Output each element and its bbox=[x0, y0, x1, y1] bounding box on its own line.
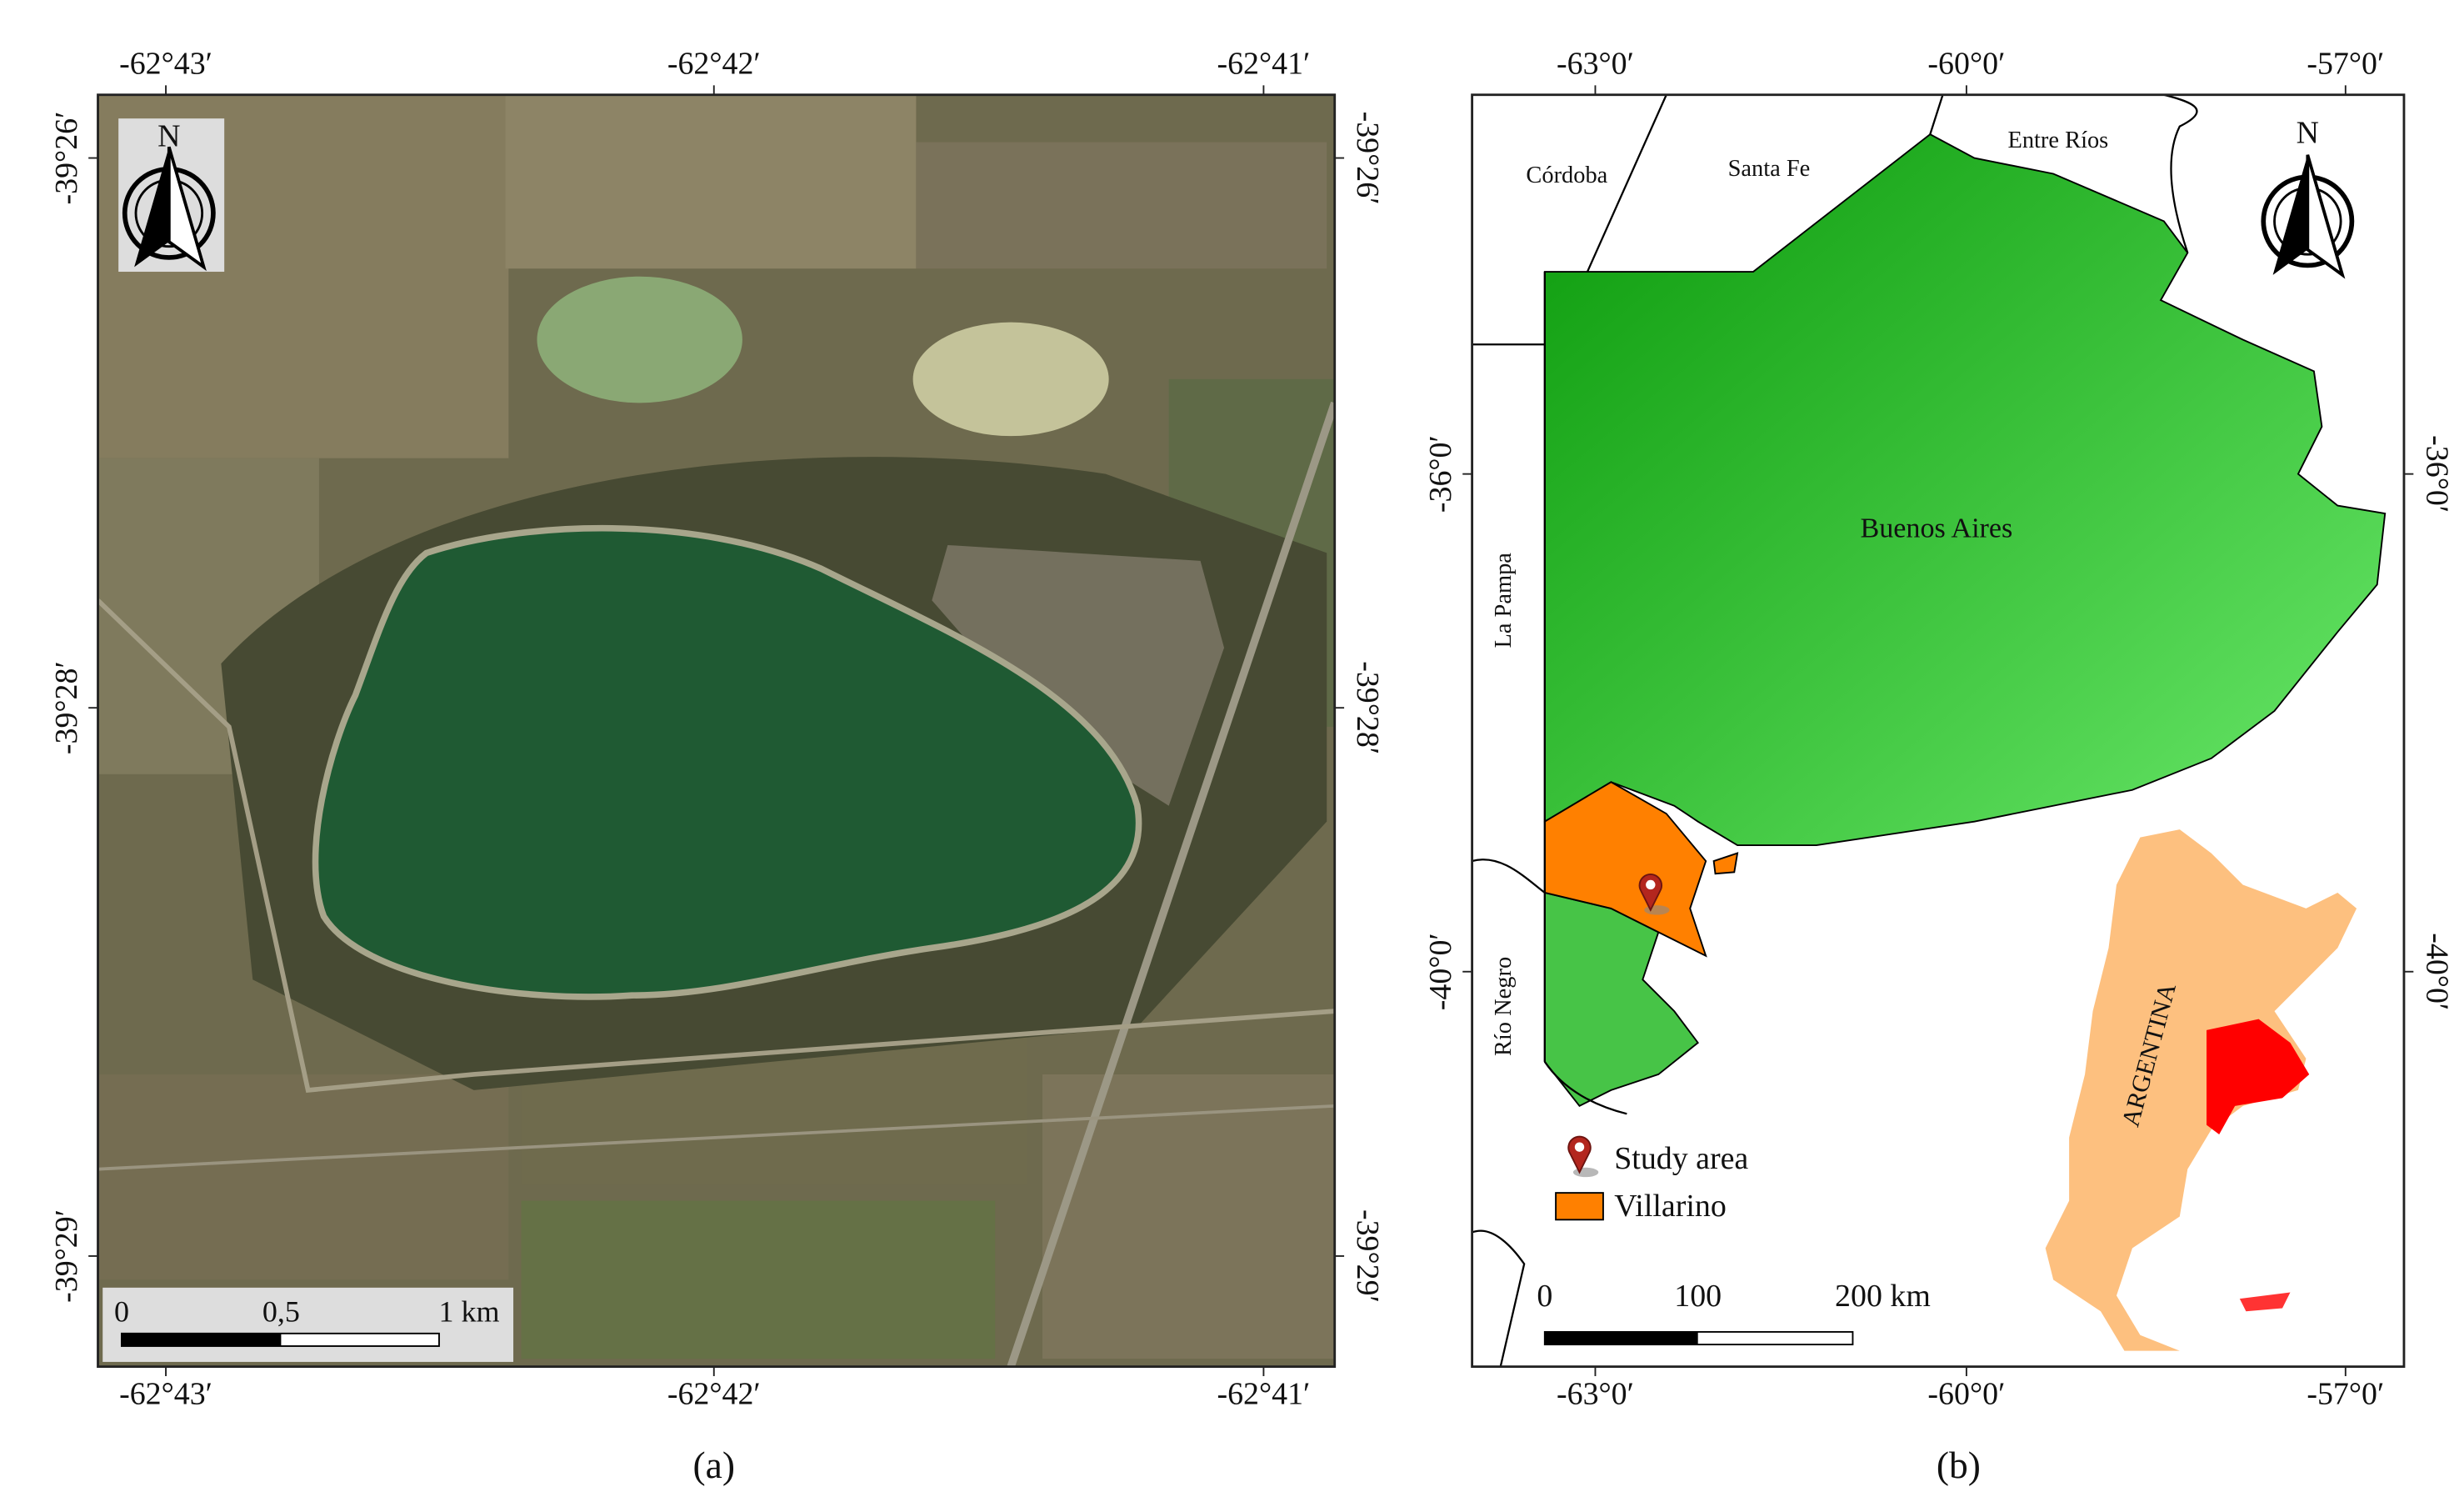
y-coord-label: -39°29′ bbox=[1350, 1209, 1385, 1303]
y-coord-label: -40°0′ bbox=[2419, 933, 2454, 1010]
scale-label: 0,5 bbox=[262, 1294, 300, 1328]
map-shape bbox=[916, 142, 1327, 269]
map-shape bbox=[932, 544, 1225, 806]
caption: (b) bbox=[1937, 1444, 1981, 1486]
satellite-image bbox=[97, 94, 1335, 1367]
x-coord-label: -62°42′ bbox=[667, 46, 761, 81]
location-map bbox=[1472, 94, 2404, 1367]
north-label: N bbox=[157, 119, 180, 154]
y-coord-label: -39°29′ bbox=[49, 1209, 84, 1303]
y-coord-label: -36°0′ bbox=[2419, 435, 2454, 513]
x-coord-label: -60°0′ bbox=[1927, 1376, 2005, 1411]
scale-bar-segment bbox=[1544, 1331, 1698, 1345]
map-shape bbox=[97, 1104, 1335, 1171]
region-label: Santa Fe bbox=[1728, 156, 1811, 182]
x-coord-label: -62°43′ bbox=[119, 46, 212, 81]
y-coord-label: -36°0′ bbox=[1423, 435, 1458, 513]
y-coord-label: -39°26′ bbox=[1350, 112, 1385, 205]
map-shape bbox=[537, 276, 742, 403]
borders bbox=[1472, 94, 2198, 1367]
region-label: Buenos Aires bbox=[1860, 513, 2012, 544]
map-shape bbox=[312, 524, 1142, 1000]
map-shape bbox=[97, 1074, 509, 1280]
frame-a bbox=[97, 93, 1337, 1369]
map-shape bbox=[1007, 401, 1335, 1367]
map-shape bbox=[1712, 852, 1739, 875]
scale-box bbox=[102, 1287, 514, 1362]
y-coord-label: -39°28′ bbox=[1350, 661, 1385, 754]
x-coord-label: -62°41′ bbox=[1217, 1376, 1310, 1411]
region-label: Córdoba bbox=[1526, 163, 1607, 188]
legend-swatch bbox=[1555, 1192, 1604, 1221]
region-label: Río Negro bbox=[1491, 957, 1517, 1056]
region-label: Entre Ríos bbox=[2007, 128, 2108, 153]
scale-label: 0 bbox=[114, 1294, 129, 1328]
buenos-aires bbox=[1543, 133, 2387, 847]
scale-label: 1 km bbox=[438, 1294, 499, 1328]
map-shape bbox=[1042, 1074, 1335, 1359]
frame-b bbox=[1471, 93, 2406, 1369]
x-coord-label: -62°43′ bbox=[119, 1376, 212, 1411]
x-coord-label: -62°41′ bbox=[1217, 46, 1310, 81]
map-shape bbox=[521, 1200, 996, 1359]
north-label: N bbox=[2297, 116, 2319, 151]
map-shape bbox=[912, 322, 1109, 437]
region-label: La Pampa bbox=[1491, 553, 1517, 648]
buenos-aires-inset bbox=[2207, 1019, 2310, 1134]
y-coord-label: -40°0′ bbox=[1423, 933, 1458, 1010]
x-coord-label: -57°0′ bbox=[2307, 46, 2384, 81]
legend-label: Villarino bbox=[1614, 1189, 1727, 1224]
x-coord-label: -63°0′ bbox=[1557, 1376, 1634, 1411]
scale-label: 200 km bbox=[1835, 1279, 1931, 1314]
map-shape bbox=[505, 94, 917, 269]
y-coord-label: -39°26′ bbox=[49, 112, 84, 205]
scale-label: 100 bbox=[1674, 1279, 1722, 1314]
tierra-del-fuego bbox=[2239, 1292, 2291, 1312]
scale-bar-segment bbox=[121, 1333, 282, 1346]
map-shape bbox=[97, 598, 1335, 1093]
scale-label: 0 bbox=[1537, 1279, 1552, 1314]
x-coord-label: -62°42′ bbox=[667, 1376, 761, 1411]
caption: (a) bbox=[693, 1444, 735, 1486]
x-coord-label: -57°0′ bbox=[2307, 1376, 2384, 1411]
legend-label: Study area bbox=[1614, 1141, 1748, 1176]
argentina bbox=[2045, 829, 2357, 1351]
x-coord-label: -63°0′ bbox=[1557, 46, 1634, 81]
x-coord-label: -60°0′ bbox=[1927, 46, 2005, 81]
y-coord-label: -39°28′ bbox=[49, 661, 84, 754]
